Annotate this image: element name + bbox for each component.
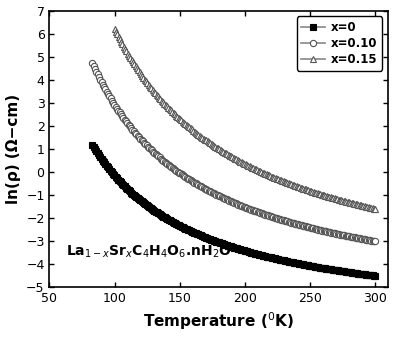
Y-axis label: ln(ρ) (Ω−cm): ln(ρ) (Ω−cm) bbox=[6, 94, 20, 204]
Text: La$_{1-x}$Sr$_{x}$C$_{4}$H$_{4}$O$_{6}$.nH$_{2}$O: La$_{1-x}$Sr$_{x}$C$_{4}$H$_{4}$O$_{6}$.… bbox=[67, 243, 232, 260]
X-axis label: Temperature ($^{0}$K): Temperature ($^{0}$K) bbox=[143, 311, 294, 333]
Legend: x=0, x=0.10, x=0.15: x=0, x=0.10, x=0.15 bbox=[297, 17, 382, 71]
